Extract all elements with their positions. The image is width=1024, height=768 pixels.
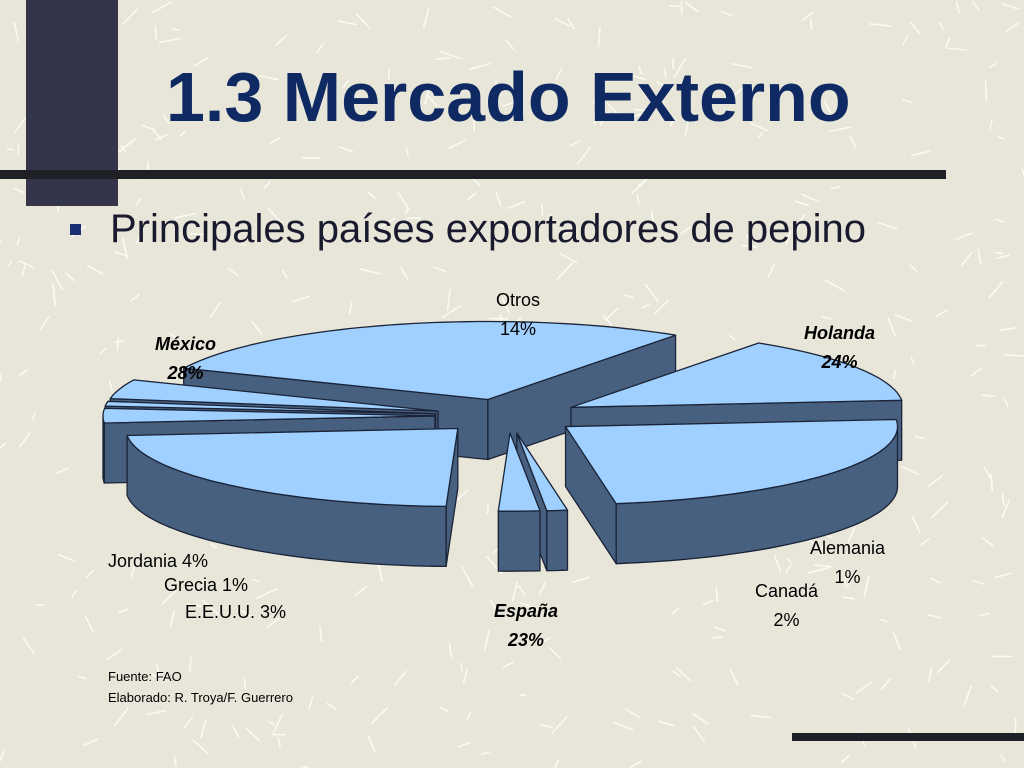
label-canada-value: 2% xyxy=(773,610,800,630)
slice-espana xyxy=(126,427,459,568)
label-espana-name: España xyxy=(494,601,559,621)
label-holanda-name: Holanda xyxy=(804,323,876,343)
label-eeuu: E.E.U.U. 3% xyxy=(185,602,287,622)
label-alemania: Alemania 1% xyxy=(810,534,885,592)
label-jordania: Jordania 4% xyxy=(108,551,209,571)
label-canada: Canadá 2% xyxy=(755,577,818,635)
label-grecia: Grecia 1% xyxy=(164,575,249,595)
label-holanda: Holanda 24% xyxy=(804,319,875,377)
label-canada-name: Canadá xyxy=(755,581,819,601)
label-mexico-name: México xyxy=(155,334,217,354)
bullet-square-icon xyxy=(70,224,81,235)
label-otros-value: 14% xyxy=(499,319,537,339)
source-note: Fuente: FAO xyxy=(108,669,182,684)
label-alemania-value: 1% xyxy=(834,567,861,587)
footer-divider xyxy=(792,733,1024,741)
slice-holanda xyxy=(564,418,899,565)
bullet-text: Principales países exportadores de pepin… xyxy=(110,207,867,251)
slide-title: 1.3 Mercado Externo xyxy=(166,58,851,136)
title-divider xyxy=(0,170,946,179)
label-mexico: México 28% xyxy=(155,330,216,388)
label-otros: Otros 14% xyxy=(496,286,540,344)
author-note: Elaborado: R. Troya/F. Guerrero xyxy=(108,690,293,705)
label-mexico-value: 28% xyxy=(167,363,204,383)
label-holanda-value: 24% xyxy=(821,352,858,372)
label-alemania-name: Alemania xyxy=(810,538,886,558)
label-otros-name: Otros xyxy=(496,290,541,310)
slice-canada xyxy=(497,432,541,572)
label-espana-value: 23% xyxy=(508,630,545,650)
label-espana: España 23% xyxy=(494,597,558,655)
